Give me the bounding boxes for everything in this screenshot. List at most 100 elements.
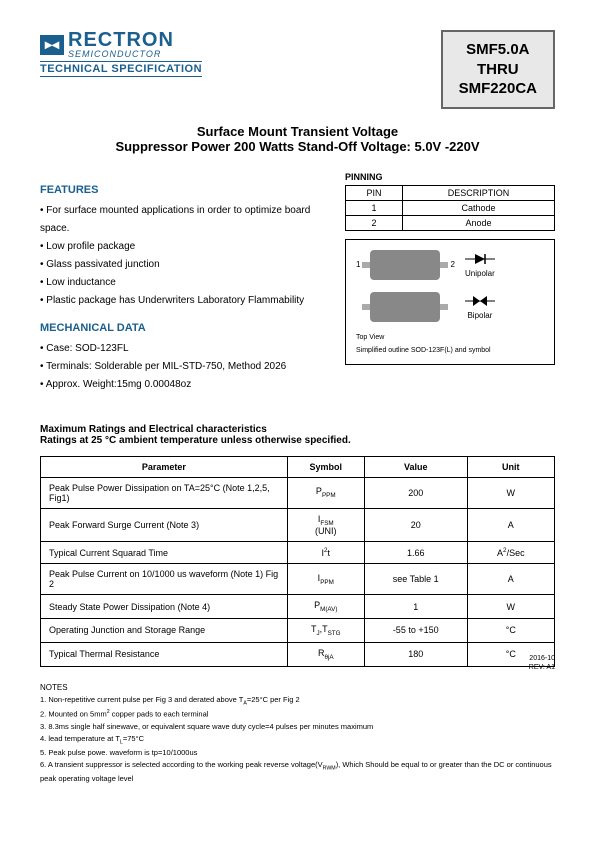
right-column: PINNING PIN DESCRIPTION 1 Cathode 2 Anod… — [345, 172, 555, 394]
table-row: Typical Thermal Resistance RθjA 180 °C — [41, 642, 555, 666]
pin-label-2: 2 — [450, 260, 454, 269]
pinning-table: PIN DESCRIPTION 1 Cathode 2 Anode — [345, 185, 555, 231]
part-number-box: SMF5.0A THRU SMF220CA — [441, 30, 555, 109]
cell-unit: A2/Sec — [467, 542, 554, 564]
cell-unit: W — [467, 477, 554, 508]
notes-title: NOTES — [40, 682, 555, 695]
logo-block: ▸◂ RECTRON SEMICONDUCTOR TECHNICAL SPECI… — [40, 30, 202, 77]
logo: ▸◂ RECTRON SEMICONDUCTOR — [40, 30, 202, 59]
sod-package-icon — [370, 292, 440, 322]
note-item: 2. Mounted on 5mm2 copper pads to each t… — [40, 708, 555, 721]
note-item: 1. Non-repetitive current pulse per Fig … — [40, 694, 555, 708]
mechanical-item: Approx. Weight:15mg 0.00048oz — [40, 376, 315, 394]
unipolar-symbol: Unipolar — [465, 251, 495, 278]
ratings-header-2: Ratings at 25 °C ambient temperature unl… — [40, 435, 555, 446]
features-header: FEATURES — [40, 184, 315, 196]
col-unit: Unit — [467, 456, 554, 477]
table-row: Peak Pulse Current on 10/1000 us wavefor… — [41, 564, 555, 595]
cell-param: Peak Pulse Power Dissipation on TA=25°C … — [41, 477, 288, 508]
note-item: 4. lead temperature at TL=75°C — [40, 733, 555, 747]
feature-item: Plastic package has Underwriters Laborat… — [40, 292, 315, 310]
table-row: Operating Junction and Storage Range TJ,… — [41, 619, 555, 643]
cell-param: Steady State Power Dissipation (Note 4) — [41, 595, 288, 619]
cell-symbol: IPPM — [287, 564, 364, 595]
cell-value: 1.66 — [364, 542, 467, 564]
table-row: Peak Forward Surge Current (Note 3) IFSM… — [41, 508, 555, 542]
col-value: Value — [364, 456, 467, 477]
note-item: 3. 8.3ms single half sinewave, or equiva… — [40, 721, 555, 733]
cell-symbol: PM(AV) — [287, 595, 364, 619]
part-line-1: SMF5.0A — [459, 40, 537, 60]
topview-label: Top View — [356, 334, 544, 341]
cell-symbol: I2t — [287, 542, 364, 564]
title-block: Surface Mount Transient Voltage Suppress… — [40, 124, 555, 154]
diagram-row: 1 2 Unipolar — [356, 250, 544, 280]
table-row: 2 Anode — [346, 215, 555, 230]
features-list: For surface mounted applications in orde… — [40, 202, 315, 310]
table-row: 1 Cathode — [346, 200, 555, 215]
part-line-3: SMF220CA — [459, 79, 537, 99]
logo-icon: ▸◂ — [40, 35, 64, 55]
bipolar-label: Bipolar — [467, 311, 492, 320]
logo-main: RECTRON — [68, 30, 174, 50]
ratings-header: Maximum Ratings and Electrical character… — [40, 424, 555, 446]
cell-param: Typical Current Squarad Time — [41, 542, 288, 564]
cell-unit: A — [467, 564, 554, 595]
feature-item: For surface mounted applications in orde… — [40, 202, 315, 238]
mechanical-header: MECHANICAL DATA — [40, 322, 315, 334]
table-row: Steady State Power Dissipation (Note 4) … — [41, 595, 555, 619]
cell-param: Typical Thermal Resistance — [41, 642, 288, 666]
cell-symbol: IFSM(UNI) — [287, 508, 364, 542]
table-row: Typical Current Squarad Time I2t 1.66 A2… — [41, 542, 555, 564]
mechanical-list: Case: SOD-123FLTerminals: Solderable per… — [40, 340, 315, 394]
feature-item: Low inductance — [40, 274, 315, 292]
footer-date: 2016-10 — [529, 654, 555, 663]
left-column: FEATURES For surface mounted application… — [40, 172, 315, 394]
diagram-row: 1 2 Bipolar — [356, 292, 544, 322]
note-item: 5. Peak pulse powe. waveform is tp=10/10… — [40, 747, 555, 759]
col-symbol: Symbol — [287, 456, 364, 477]
mechanical-item: Terminals: Solderable per MIL-STD-750, M… — [40, 358, 315, 376]
diode-unipolar-icon — [465, 251, 495, 267]
cell-unit: A — [467, 508, 554, 542]
col-parameter: Parameter — [41, 456, 288, 477]
cell-symbol: PPPM — [287, 477, 364, 508]
logo-sub: SEMICONDUCTOR — [68, 50, 174, 59]
feature-item: Low profile package — [40, 238, 315, 256]
diode-bipolar-icon — [465, 293, 495, 309]
tech-spec-label: TECHNICAL SPECIFICATION — [40, 61, 202, 77]
cell-value: -55 to +150 — [364, 619, 467, 643]
header-row: ▸◂ RECTRON SEMICONDUCTOR TECHNICAL SPECI… — [40, 30, 555, 109]
diagram-caption: Simplified outline SOD-123F(L) and symbo… — [356, 347, 544, 354]
pinning-col-pin: PIN — [346, 185, 403, 200]
pinning-header: PINNING — [345, 172, 555, 182]
part-line-2: THRU — [459, 60, 537, 80]
footer-rev: REV: A1 — [529, 663, 555, 672]
title-line-2: Suppressor Power 200 Watts Stand-Off Vol… — [40, 139, 555, 154]
cell-symbol: RθjA — [287, 642, 364, 666]
table-row: Peak Pulse Power Dissipation on TA=25°C … — [41, 477, 555, 508]
cell-value: 200 — [364, 477, 467, 508]
cell-param: Peak Pulse Current on 10/1000 us wavefor… — [41, 564, 288, 595]
cell-value: 180 — [364, 642, 467, 666]
package-diagram: 1 2 Unipolar 1 2 Bipolar Top View Simpli… — [345, 239, 555, 365]
cell-param: Operating Junction and Storage Range — [41, 619, 288, 643]
pin-label-1: 1 — [356, 260, 360, 269]
mechanical-item: Case: SOD-123FL — [40, 340, 315, 358]
bipolar-symbol: Bipolar — [465, 293, 495, 320]
two-column-layout: FEATURES For surface mounted application… — [40, 172, 555, 394]
feature-item: Glass passivated junction — [40, 256, 315, 274]
cell-value: 1 — [364, 595, 467, 619]
footer-revision: 2016-10 REV: A1 — [529, 654, 555, 672]
cell-unit: °C — [467, 619, 554, 643]
unipolar-label: Unipolar — [465, 269, 495, 278]
ratings-header-1: Maximum Ratings and Electrical character… — [40, 424, 555, 435]
cell-value: 20 — [364, 508, 467, 542]
pinning-col-desc: DESCRIPTION — [403, 185, 555, 200]
spec-table: Parameter Symbol Value Unit Peak Pulse P… — [40, 456, 555, 667]
note-item: 6. A transient suppressor is selected ac… — [40, 759, 555, 785]
cell-param: Peak Forward Surge Current (Note 3) — [41, 508, 288, 542]
cell-value: see Table 1 — [364, 564, 467, 595]
sod-package-icon — [370, 250, 440, 280]
cell-unit: W — [467, 595, 554, 619]
